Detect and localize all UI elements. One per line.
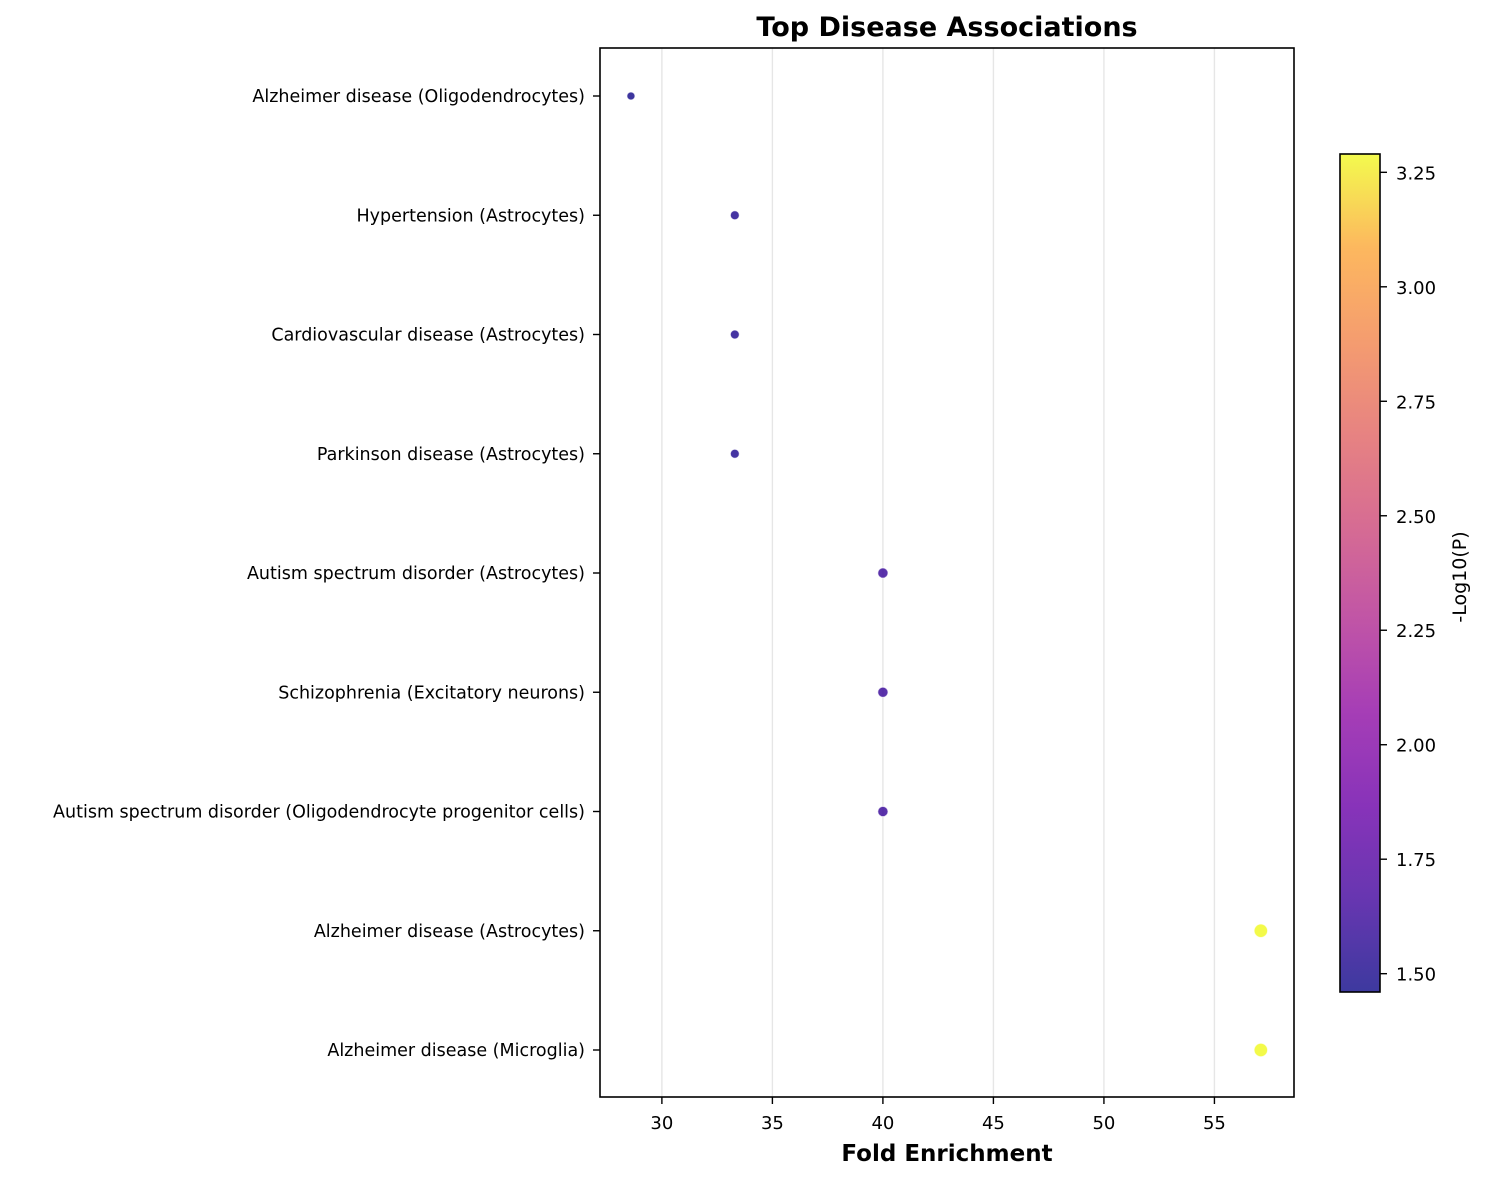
data-point	[729, 329, 740, 340]
colorbar-tick-label: 1.75	[1396, 850, 1436, 871]
colorbar-tick-label: 2.75	[1396, 392, 1436, 413]
colorbar-tick-label: 2.25	[1396, 621, 1436, 642]
x-axis: 30 35 40 45 50 55	[650, 1097, 1226, 1134]
x-tick-label: 55	[1203, 1113, 1226, 1134]
y-category-label: Parkinson disease (Astrocytes)	[317, 445, 585, 465]
y-category-label: Alzheimer disease (Astrocytes)	[314, 922, 585, 942]
x-tick-label: 50	[1092, 1113, 1115, 1134]
x-axis-label: Fold Enrichment	[841, 1141, 1052, 1167]
x-tick-label: 45	[982, 1113, 1005, 1134]
y-category-label: Cardiovascular disease (Astrocytes)	[271, 326, 585, 346]
colorbar-tick-label: 3.25	[1396, 163, 1436, 184]
colorbar-tick-label: 1.50	[1396, 965, 1436, 986]
chart-title: Top Disease Associations	[756, 12, 1137, 43]
y-category-label: Autism spectrum disorder (Oligodendrocyt…	[53, 803, 585, 823]
data-point	[1253, 1042, 1269, 1058]
colorbar-tick-label: 2.00	[1396, 736, 1436, 757]
data-point	[729, 210, 740, 221]
colorbar-frame	[1339, 153, 1381, 993]
colorbar-tick-label: 3.00	[1396, 278, 1436, 299]
y-category-label: Hypertension (Astrocytes)	[357, 206, 586, 226]
colorbar-ticks: 1.50 1.75 2.00 2.25 2.50 2.75 3.00 3.25	[1380, 163, 1436, 986]
data-point	[877, 686, 889, 698]
y-category-label: Schizophrenia (Excitatory neurons)	[278, 683, 585, 703]
x-tick-label: 35	[761, 1113, 784, 1134]
y-category-label: Alzheimer disease (Microglia)	[327, 1041, 585, 1061]
colorbar: 1.50 1.75 2.00 2.25 2.50 2.75 3.00 3.25 -Log10(…	[1339, 153, 1471, 993]
data-points	[626, 91, 1269, 1058]
y-category-label: Alzheimer disease (Oligodendrocytes)	[252, 87, 585, 107]
y-axis: Alzheimer disease (Oligodendrocytes) Hype…	[53, 87, 600, 1061]
colorbar-tick-label: 2.50	[1396, 507, 1436, 528]
plot-area-frame	[599, 47, 1295, 1098]
data-point	[1253, 923, 1269, 939]
x-tick-label: 40	[871, 1113, 894, 1134]
data-point	[877, 567, 889, 579]
colorbar-label: -Log10(P)	[1449, 531, 1471, 622]
x-tick-label: 30	[650, 1113, 673, 1134]
data-point	[729, 448, 740, 459]
colorbar-gradient	[1340, 154, 1380, 992]
data-point	[877, 805, 889, 818]
data-point	[626, 91, 636, 101]
grid-lines	[661, 48, 1216, 1097]
y-category-label: Autism spectrum disorder (Astrocytes)	[247, 564, 585, 584]
